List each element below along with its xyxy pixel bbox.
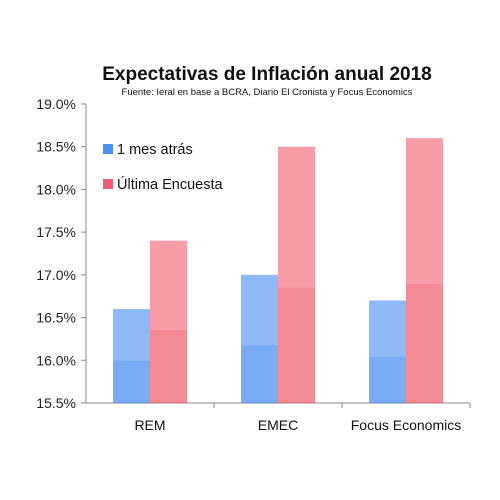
bar-previous — [113, 309, 150, 403]
y-tick-label: 15.5% — [36, 395, 76, 411]
chart-title: Expectativas de Inflación anual 2018 — [102, 64, 431, 85]
legend-swatch — [103, 179, 113, 189]
bar-latest — [150, 240, 187, 403]
x-category-label: REM — [134, 417, 165, 433]
bar-shading — [369, 356, 406, 403]
bar-shading — [406, 283, 443, 403]
bar-shading — [113, 360, 150, 403]
y-tick-label: 16.5% — [36, 310, 76, 326]
bar-previous — [241, 274, 278, 403]
legend-swatch — [103, 144, 113, 154]
x-category-label: Focus Economics — [351, 417, 461, 433]
y-tick-label: 17.0% — [36, 267, 76, 283]
y-tick-label: 18.0% — [36, 181, 76, 197]
bar-latest — [406, 138, 443, 403]
bar-shading — [241, 345, 278, 403]
bar-latest — [278, 146, 315, 403]
chart-subtitle: Fuente: Ieral en base a BCRA, Diario El … — [122, 87, 413, 98]
axes: 15.5% 16.0% 16.5% 17.0% 17.5% 18.0% 18.5% 19.0%… — [36, 96, 471, 433]
legend-label: 1 mes atrás — [117, 142, 193, 158]
bar-shading — [278, 287, 315, 403]
y-tick-label: 19.0% — [36, 96, 76, 112]
legend: 1 mes atrás Última Encuesta — [103, 142, 224, 193]
bar-previous — [369, 300, 406, 403]
bars — [113, 138, 443, 403]
y-tick-label: 17.5% — [36, 224, 76, 240]
bar-shading — [150, 329, 187, 403]
y-tick-label: 18.5% — [36, 139, 76, 155]
y-tick-label: 16.0% — [36, 352, 76, 368]
legend-label: Última Encuesta — [117, 176, 224, 193]
x-category-label: EMEC — [258, 417, 298, 433]
